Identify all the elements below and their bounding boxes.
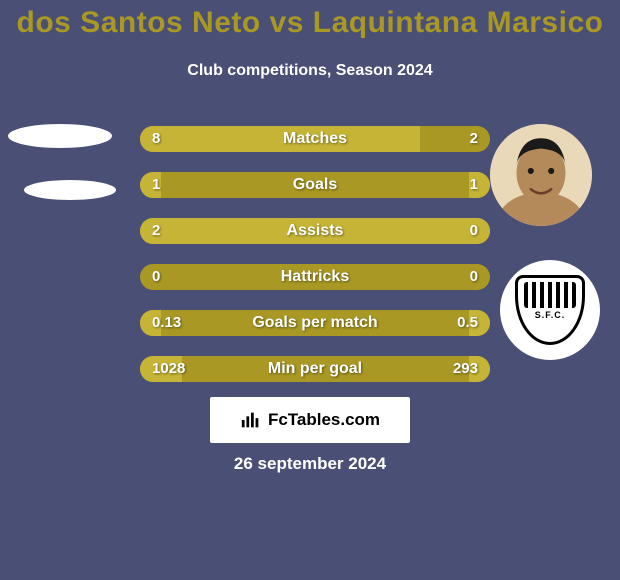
page-title: dos Santos Neto vs Laquintana Marsico: [0, 6, 620, 40]
comparison-canvas: dos Santos Neto vs Laquintana Marsico Cl…: [0, 0, 620, 580]
badge-stripes: [524, 282, 575, 308]
left-avatar-placeholder: [8, 124, 112, 148]
stat-label: Min per goal: [140, 356, 490, 382]
stat-row: 1028293Min per goal: [140, 356, 490, 382]
chart-bars-icon: [240, 409, 262, 431]
left-club-placeholder: [24, 180, 116, 200]
stat-bars: 82Matches 11Goals 20Assists 00Hattricks 0.13…: [140, 126, 490, 402]
stat-label: Assists: [140, 218, 490, 244]
player-icon: [490, 124, 592, 226]
source-tag: FcTables.com: [210, 397, 410, 443]
stat-label: Goals per match: [140, 310, 490, 336]
stat-label: Goals: [140, 172, 490, 198]
subtitle: Club competitions, Season 2024: [0, 62, 620, 80]
date-text: 26 september 2024: [0, 454, 620, 474]
right-player-avatar: [490, 124, 592, 226]
stat-row: 0.130.5Goals per match: [140, 310, 490, 336]
source-tag-text: FcTables.com: [268, 410, 380, 430]
right-club-badge: S.F.C.: [500, 260, 600, 360]
badge-text: S.F.C.: [535, 310, 566, 320]
stat-row: 11Goals: [140, 172, 490, 198]
stat-label: Matches: [140, 126, 490, 152]
stat-label: Hattricks: [140, 264, 490, 290]
stat-row: 20Assists: [140, 218, 490, 244]
stat-row: 82Matches: [140, 126, 490, 152]
shield-icon: S.F.C.: [515, 275, 585, 345]
stat-row: 00Hattricks: [140, 264, 490, 290]
